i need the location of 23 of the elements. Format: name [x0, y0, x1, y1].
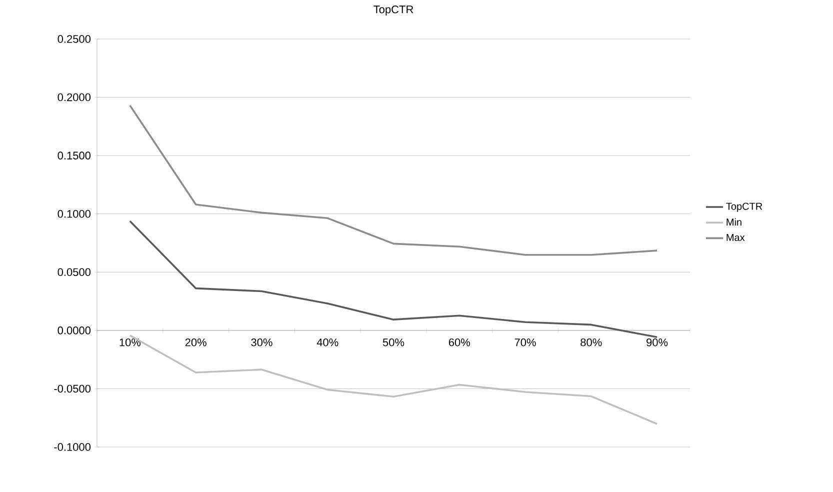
- line-series: [129, 220, 658, 338]
- y-tick-label: 0.2000: [58, 93, 91, 102]
- y-tick-label: -0.0500: [54, 384, 91, 393]
- y-tick-label: 0.1000: [58, 210, 91, 218]
- legend-label: TopCTR: [726, 202, 762, 212]
- x-tick-label: 30%: [251, 338, 272, 346]
- y-tick-label: 0.2500: [58, 35, 91, 43]
- chart-title: TopCTR: [374, 6, 414, 16]
- x-tick-label: 10%: [120, 338, 141, 346]
- y-tick-label: -0.1000: [54, 443, 91, 451]
- y-tick-label: 0.1500: [58, 152, 91, 160]
- x-tick-label: 50%: [382, 338, 404, 346]
- x-tick-label: 70%: [514, 338, 536, 346]
- x-tick-label: 90%: [646, 338, 668, 346]
- x-tick-label: 40%: [316, 338, 338, 346]
- x-tick-label: 80%: [580, 338, 602, 346]
- legend-label: Min: [726, 218, 742, 226]
- y-tick-label: 0.0500: [58, 268, 91, 276]
- x-tick-label: 20%: [185, 338, 206, 346]
- line-series: [129, 104, 658, 256]
- y-tick-label: 0.0000: [58, 326, 91, 334]
- x-tick-label: 60%: [448, 338, 470, 346]
- legend-label: Max: [726, 234, 745, 241]
